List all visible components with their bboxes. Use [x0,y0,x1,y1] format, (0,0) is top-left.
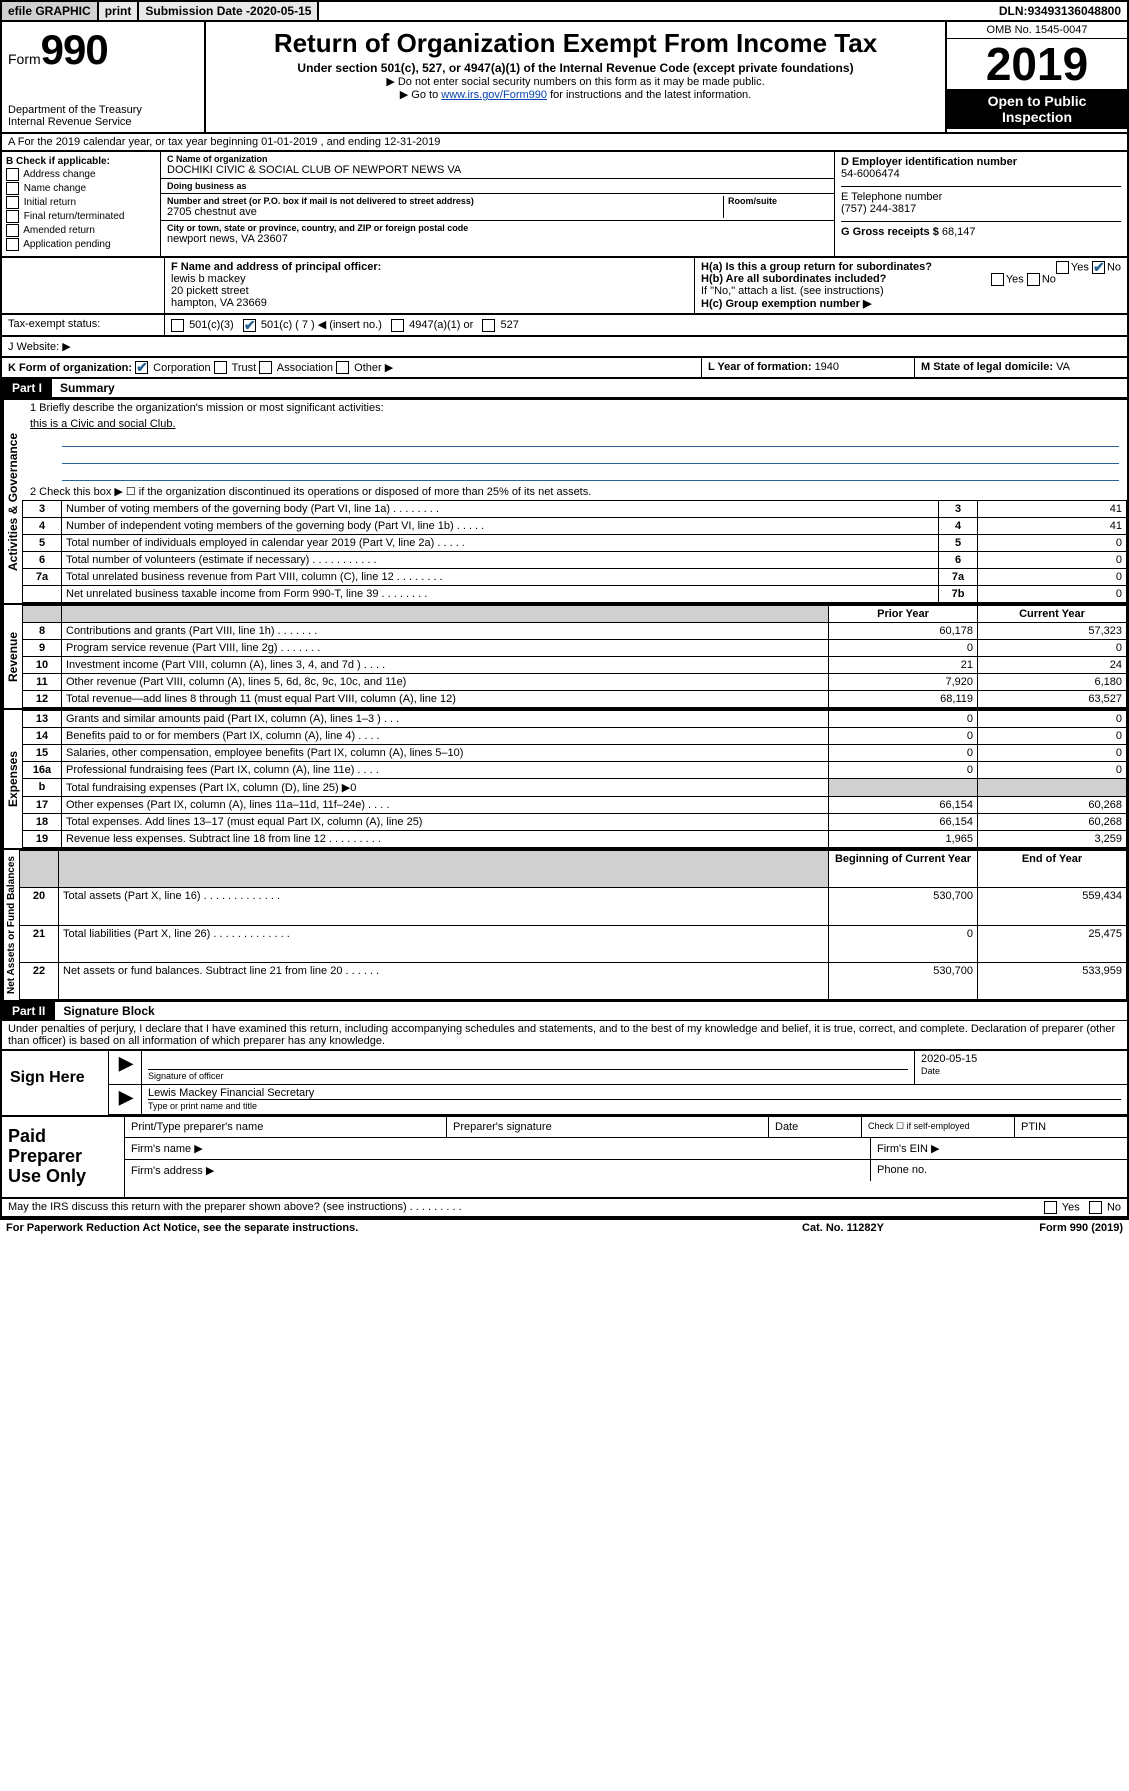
print-button[interactable]: print [99,2,140,20]
chk-address[interactable]: Address change [6,168,156,181]
form-title: Return of Organization Exempt From Incom… [212,28,939,59]
part1: Part I Summary [0,379,1129,400]
signature-block: Sign Here ▶ Signature of officer 2020-05… [0,1051,1129,1117]
netassets-section: Net Assets or Fund Balances Beginning of… [0,850,1129,1002]
chk-initial[interactable]: Initial return [6,196,156,209]
submission-date: Submission Date - 2020-05-15 [139,2,319,20]
chk-final[interactable]: Final return/terminated [6,210,156,223]
officer-name: lewis b mackey [171,273,688,285]
part2: Part II Signature Block Under penalties … [0,1002,1129,1051]
street-address: 2705 chestnut ave [167,206,723,218]
form-number: Form990 [8,26,198,74]
paid-preparer: Paid Preparer Use Only Print/Type prepar… [0,1117,1129,1198]
perjury-statement: Under penalties of perjury, I declare th… [2,1021,1127,1049]
form-note2: ▶ Go to www.irs.gov/Form990 for instruct… [212,88,939,101]
chk-name[interactable]: Name change [6,182,156,195]
tax-year: 2019 [947,39,1127,89]
footer: For Paperwork Reduction Act Notice, see … [0,1218,1129,1236]
revenue-section: Revenue Prior YearCurrent Year8Contribut… [0,605,1129,710]
section-b: B Check if applicable: Address change Na… [2,152,161,256]
form-note1: ▶ Do not enter social security numbers o… [212,75,939,88]
department: Department of the Treasury Internal Reve… [8,104,198,128]
website-row: J Website: ▶ [0,337,1129,358]
block-bcd: B Check if applicable: Address change Na… [0,152,1129,258]
org-name: DOCHIKI CIVIC & SOCIAL CLUB OF NEWPORT N… [167,164,828,176]
gross-receipts: 68,147 [942,226,976,238]
omb-number: OMB No. 1545-0047 [947,22,1127,39]
ein: 54-6006474 [841,168,1121,180]
mission-text: this is a Civic and social Club. [22,416,1127,432]
expenses-section: Expenses 13Grants and similar amounts pa… [0,710,1129,850]
irs-link[interactable]: www.irs.gov/Form990 [441,89,547,101]
section-d: D Employer identification number 54-6006… [835,152,1127,256]
top-bar: efile GRAPHIC print Submission Date - 20… [0,0,1129,22]
open-public-badge: Open to Public Inspection [947,89,1127,129]
dln: DLN: 93493136048800 [993,2,1127,20]
discuss-row: May the IRS discuss this return with the… [0,1199,1129,1218]
phone: (757) 244-3817 [841,203,1121,215]
efile-label: efile GRAPHIC [2,2,99,20]
tax-status-row: Tax-exempt status: 501(c)(3) 501(c) ( 7 … [0,315,1129,337]
form-subtitle: Under section 501(c), 527, or 4947(a)(1)… [212,61,939,75]
form-header: Form990 Department of the Treasury Inter… [0,22,1129,134]
section-fh: F Name and address of principal officer:… [0,258,1129,315]
chk-pending[interactable]: Application pending [6,238,156,251]
klm-row: K Form of organization: Corporation Trus… [0,358,1129,380]
city-address: newport news, VA 23607 [167,233,828,245]
governance-section: Activities & Governance 1 Briefly descri… [0,400,1129,605]
chk-amended[interactable]: Amended return [6,224,156,237]
section-c: C Name of organization DOCHIKI CIVIC & S… [161,152,835,256]
line-a: A For the 2019 calendar year, or tax yea… [0,134,1129,152]
